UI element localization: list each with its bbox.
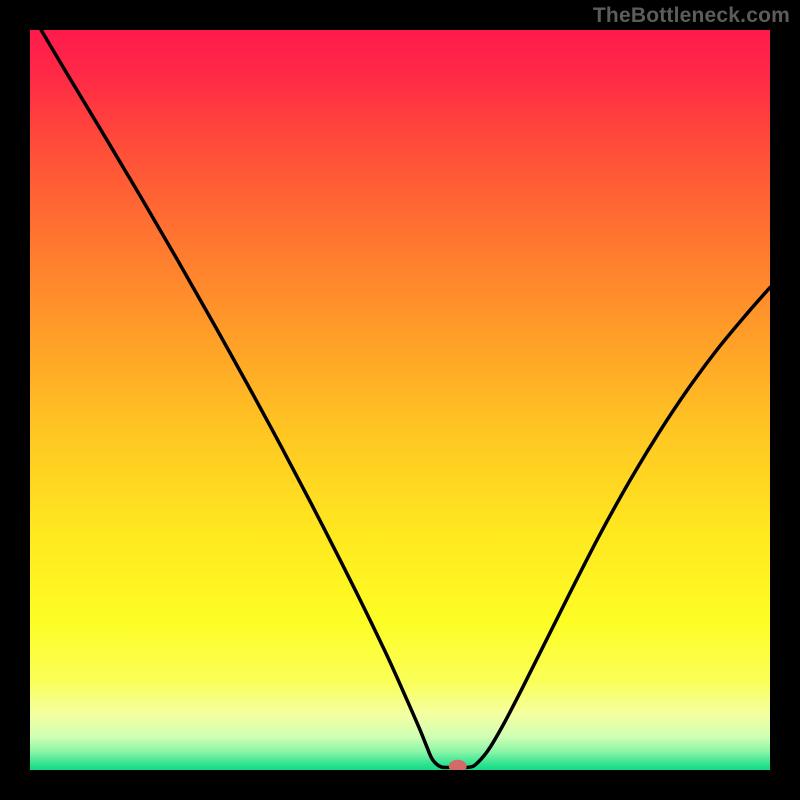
chart-frame: TheBottleneck.com (0, 0, 800, 800)
watermark-text: TheBottleneck.com (593, 4, 790, 28)
bottleneck-curve-plot (30, 30, 770, 770)
gradient-background (30, 30, 770, 770)
